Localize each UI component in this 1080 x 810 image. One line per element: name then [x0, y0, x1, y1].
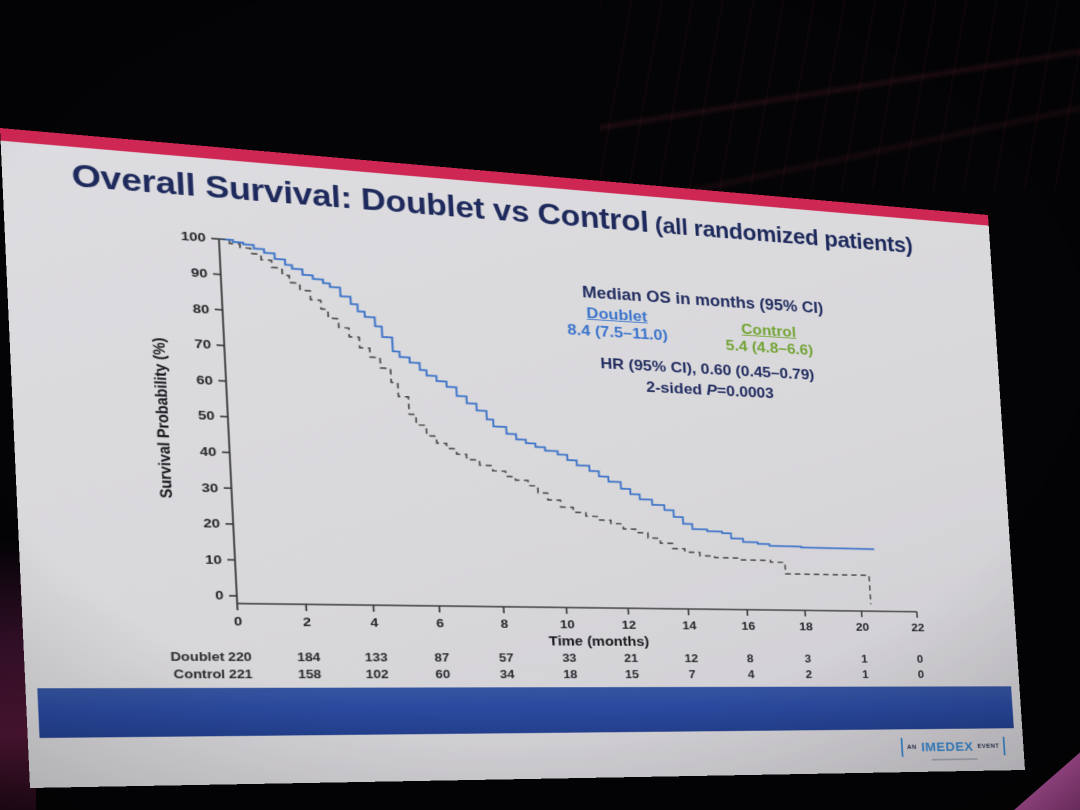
svg-text:3: 3: [804, 652, 811, 665]
imedex-logo-row: AN IMEDEX EVENT: [890, 737, 1016, 757]
control-stats: Control 5.4 (4.8–6.6): [688, 318, 849, 362]
slide-title-suffix: (all randomized patients): [648, 213, 913, 258]
svg-text:100: 100: [181, 230, 207, 246]
svg-text:102: 102: [365, 667, 389, 681]
svg-text:0: 0: [917, 668, 924, 681]
svg-text:18: 18: [563, 667, 578, 680]
svg-text:7: 7: [688, 667, 696, 680]
logo-an-text: AN: [907, 744, 917, 750]
svg-text:22: 22: [911, 622, 925, 635]
svg-text:0: 0: [234, 615, 243, 629]
svg-text:220: 220: [228, 649, 253, 663]
svg-text:10: 10: [560, 618, 576, 632]
svg-text:12: 12: [684, 651, 699, 664]
svg-text:33: 33: [562, 651, 577, 664]
svg-text:20: 20: [203, 517, 220, 532]
stage-light-corner: [1014, 738, 1080, 810]
svg-text:70: 70: [194, 338, 211, 353]
svg-text:15: 15: [625, 667, 640, 680]
svg-text:4: 4: [370, 616, 379, 630]
svg-text:221: 221: [228, 667, 253, 681]
svg-text:80: 80: [192, 302, 209, 317]
logo-event-text: EVENT: [977, 743, 999, 749]
logo-right-bar: [1003, 737, 1006, 756]
svg-text:1: 1: [862, 668, 869, 681]
svg-text:21: 21: [624, 651, 639, 664]
stage-truss-background: [600, 0, 1080, 190]
p-value-prefix: 2-sided: [646, 379, 707, 399]
svg-text:Survival Probability (%): Survival Probability (%): [150, 337, 177, 498]
svg-text:8: 8: [746, 652, 754, 665]
svg-text:6: 6: [436, 617, 444, 631]
svg-text:Doublet: Doublet: [170, 649, 225, 663]
p-value-number: =0.0003: [717, 383, 775, 402]
logo-brand-text: IMEDEX: [921, 739, 974, 754]
slide: Overall Survival: Doublet vs Control (al…: [0, 128, 1025, 788]
svg-text:2: 2: [805, 668, 812, 681]
svg-text:30: 30: [201, 481, 218, 496]
svg-text:133: 133: [364, 650, 388, 664]
svg-text:57: 57: [499, 651, 514, 665]
svg-text:87: 87: [434, 650, 450, 664]
svg-text:1: 1: [861, 652, 868, 665]
svg-text:18: 18: [799, 621, 813, 634]
svg-text:Time (months): Time (months): [548, 634, 649, 650]
svg-text:Control: Control: [173, 667, 225, 681]
svg-text:0: 0: [215, 589, 224, 603]
svg-text:0: 0: [916, 652, 923, 665]
svg-text:4: 4: [747, 668, 755, 681]
svg-text:184: 184: [297, 650, 321, 664]
imedex-logo: AN IMEDEX EVENT: [890, 737, 1016, 762]
svg-text:8: 8: [500, 618, 508, 632]
svg-text:34: 34: [500, 667, 515, 681]
svg-text:16: 16: [741, 620, 756, 633]
svg-text:60: 60: [196, 373, 213, 388]
svg-text:20: 20: [855, 621, 869, 634]
svg-text:2: 2: [303, 616, 312, 630]
svg-text:14: 14: [682, 619, 698, 632]
logo-left-bar: [900, 738, 903, 757]
svg-text:10: 10: [205, 553, 222, 568]
svg-text:60: 60: [435, 667, 451, 681]
svg-text:90: 90: [191, 266, 208, 281]
svg-text:158: 158: [298, 667, 322, 681]
photo-of-projected-slide: Overall Survival: Doublet vs Control (al…: [0, 0, 1080, 810]
slide-bottom-bar: [37, 686, 1014, 738]
svg-text:12: 12: [621, 619, 636, 632]
logo-subtext-placeholder: [931, 758, 977, 760]
svg-text:50: 50: [198, 409, 215, 424]
svg-text:40: 40: [199, 445, 216, 460]
